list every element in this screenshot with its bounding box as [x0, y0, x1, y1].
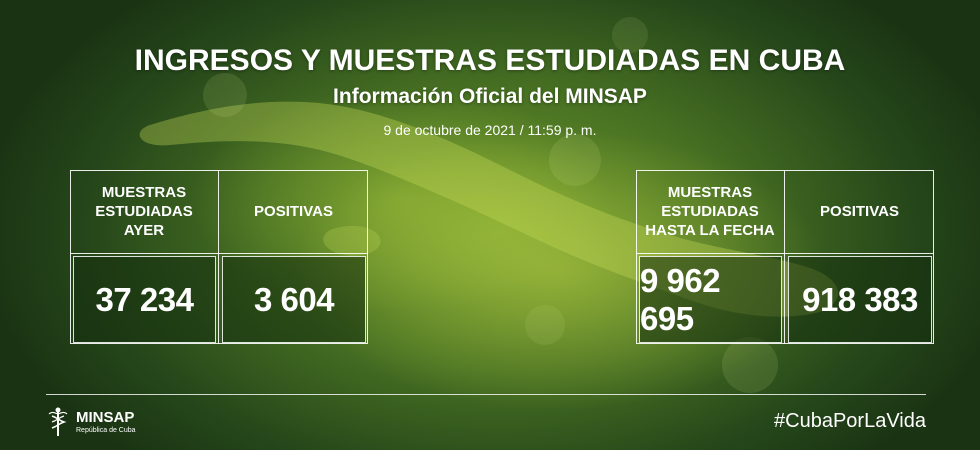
virus-decoration — [203, 73, 247, 117]
value-positivas-ayer: 3 604 — [222, 256, 366, 343]
logo-text: MINSAP República de Cuba — [76, 408, 136, 435]
virus-decoration — [549, 134, 601, 186]
panel-divider-vertical — [218, 170, 219, 344]
panel-border — [70, 170, 368, 344]
value-positivas-total: 918 383 — [788, 256, 932, 343]
isla-de-la-juventud-shape — [323, 225, 381, 256]
logo-name: MINSAP — [76, 408, 135, 426]
panel-divider-vertical — [784, 170, 785, 344]
cumulative-stats-panel: MUESTRAS ESTUDIADAS HASTA LA FECHA POSIT… — [636, 170, 934, 344]
value-muestras-total: 9 962 695 — [639, 256, 782, 343]
virus-decoration — [525, 305, 565, 345]
logo-subtitle: República de Cuba — [76, 426, 136, 434]
report-date: 9 de octubre de 2021 / 11:59 p. m. — [383, 122, 597, 138]
header-positivas-total: POSITIVAS — [820, 203, 899, 220]
header-positivas-ayer: POSITIVAS — [254, 203, 333, 220]
page-subtitle: Información Oficial del MINSAP — [333, 85, 647, 108]
value-muestras-ayer: 37 234 — [73, 256, 216, 343]
page-title: INGRESOS Y MUESTRAS ESTUDIADAS EN CUBA — [134, 44, 846, 77]
daily-stats-panel: MUESTRAS ESTUDIADAS AYER POSITIVAS 37 23… — [70, 170, 368, 344]
panel-divider-horizontal — [636, 253, 934, 254]
hashtag: #CubaPorLaVida — [774, 410, 926, 432]
panel-border — [636, 170, 934, 344]
header-muestras-total: MUESTRAS ESTUDIADAS HASTA LA FECHA — [645, 184, 775, 239]
virus-decoration — [612, 17, 648, 53]
virus-decoration — [722, 337, 778, 393]
minsap-logo: MINSAP República de Cuba — [46, 405, 136, 439]
header-muestras-ayer: MUESTRAS ESTUDIADAS AYER — [95, 184, 193, 239]
panel-divider-horizontal — [70, 253, 368, 254]
caduceus-icon — [48, 407, 68, 436]
footer-divider — [46, 394, 926, 395]
